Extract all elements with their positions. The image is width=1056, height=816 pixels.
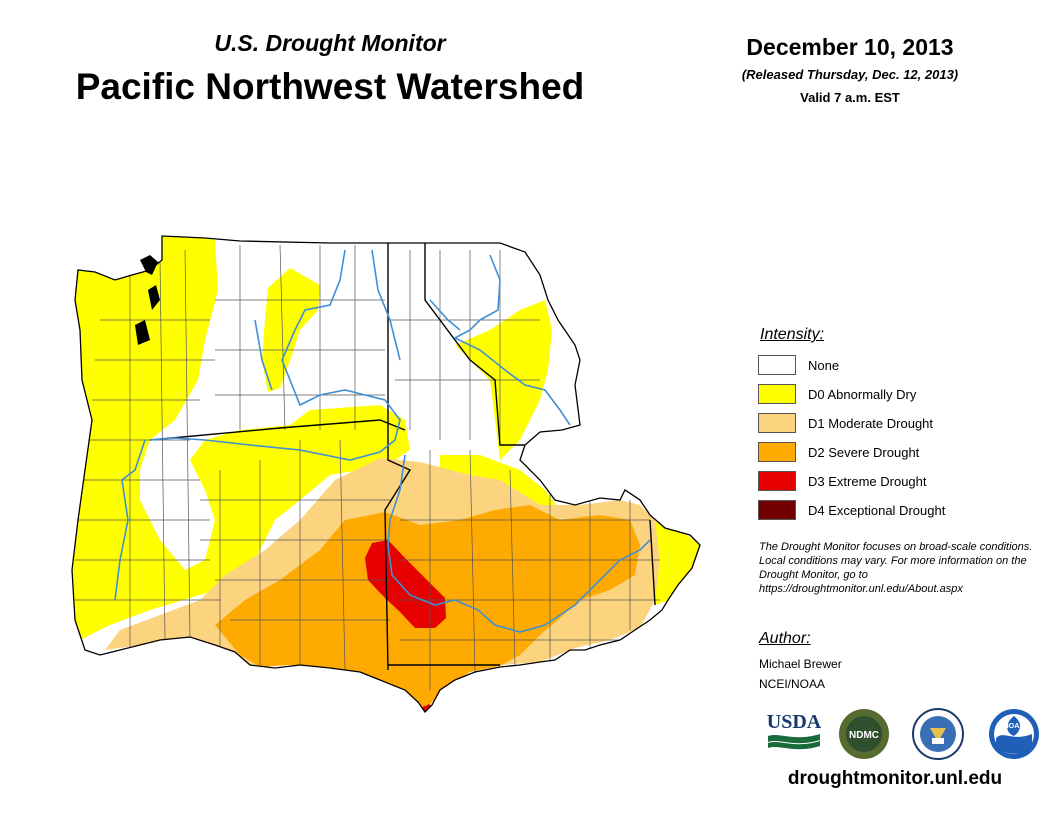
noaa-logo: NOAA: [988, 708, 1040, 765]
legend-swatch: [758, 442, 796, 462]
state-lines: [149, 243, 656, 671]
usda-logo: USDA: [766, 708, 822, 757]
legend-swatch: [758, 413, 796, 433]
map-subtitle: U.S. Drought Monitor: [214, 30, 446, 56]
legend-label: D0 Abnormally Dry: [808, 387, 917, 402]
legend-label: D3 Extreme Drought: [808, 474, 927, 489]
map-date: December 10, 2013: [746, 34, 954, 60]
legend-swatch: [758, 384, 796, 404]
rivers: [114, 249, 651, 633]
legend-label: D4 Exceptional Drought: [808, 503, 946, 518]
drought-map: [71, 235, 701, 713]
valid-time: Valid 7 a.m. EST: [800, 90, 900, 105]
legend-label: D2 Severe Drought: [808, 445, 920, 460]
author-name: Michael Brewer: [759, 657, 842, 671]
author-org: NCEI/NOAA: [759, 677, 826, 691]
noaa-logo-text: NOAA: [1004, 723, 1025, 730]
ndmc-logo-text: NDMC: [849, 730, 879, 741]
website-link[interactable]: droughtmonitor.unl.edu: [787, 768, 1003, 789]
legend-label: None: [808, 358, 840, 373]
author-heading: Author:: [759, 630, 811, 647]
release-date: (Released Thursday, Dec. 12, 2013): [741, 67, 959, 82]
d0-north-central: [262, 268, 320, 392]
legend-swatch: [758, 471, 796, 491]
usda-logo-text: USDA: [767, 711, 822, 733]
map-title: Pacific Northwest Watershed: [75, 66, 585, 107]
puget-islands: [135, 255, 160, 345]
d0-far-east: [650, 520, 700, 605]
legend-title: Intensity:: [760, 326, 825, 343]
d3-extreme: [365, 540, 446, 628]
commerce-seal-logo: [912, 708, 964, 765]
disclaimer-note: The Drought Monitor focuses on broad-sca…: [759, 541, 1033, 595]
county-lines: [75, 244, 660, 690]
legend-label: D1 Moderate Drought: [808, 416, 934, 431]
legend-swatch: [758, 500, 796, 520]
legend-swatch: [758, 355, 796, 375]
ndmc-logo: NDMC: [838, 708, 890, 765]
